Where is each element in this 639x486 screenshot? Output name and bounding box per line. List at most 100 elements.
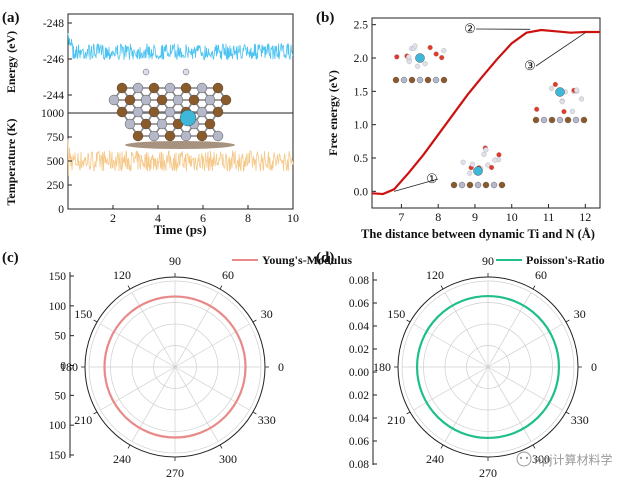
water-atom bbox=[552, 81, 558, 88]
polar-angle-label: 300 bbox=[219, 452, 237, 466]
nitrogen-atom bbox=[132, 106, 144, 118]
carbon-atom bbox=[204, 118, 216, 130]
substrate-atom bbox=[400, 76, 408, 84]
water-atom bbox=[469, 161, 475, 167]
carbon-atom bbox=[132, 130, 144, 142]
nitrogen-atom bbox=[140, 94, 152, 106]
substrate-atom bbox=[548, 116, 556, 124]
water-atom bbox=[467, 170, 473, 176]
substrate-atom bbox=[392, 76, 400, 84]
polar-angle-label: 0 bbox=[278, 360, 284, 374]
titanium-atom bbox=[555, 87, 565, 97]
panel-c-legend-label: Young's-Modulus bbox=[262, 253, 352, 267]
panel-a-ytick-temperature-label: 750 bbox=[47, 132, 65, 144]
polar-spoke bbox=[174, 366, 250, 411]
panel-a-ytick-energy-label: -246 bbox=[43, 54, 64, 66]
annotation-marker: ② bbox=[464, 21, 476, 36]
water-atom bbox=[534, 106, 540, 112]
polar-spoke bbox=[444, 366, 489, 442]
polar-angle-label: 90 bbox=[169, 254, 181, 268]
radial-tick-label: 100 bbox=[49, 420, 67, 432]
panel-a-ytick-temperature-label: 500 bbox=[47, 156, 65, 168]
panel-b-ytick-label: 0.5 bbox=[354, 153, 369, 165]
substrate-atom bbox=[408, 76, 416, 84]
water-atom bbox=[496, 152, 502, 158]
panel-b-xtick-label: 11 bbox=[543, 210, 555, 224]
panel-b-ytick-label: 1.0 bbox=[354, 120, 369, 132]
substrate-atom bbox=[564, 116, 572, 124]
hydrogen-atom bbox=[182, 68, 190, 76]
panel-a-ytick-temperature-label: 0 bbox=[58, 204, 64, 216]
polar-angle-label: 210 bbox=[387, 413, 405, 427]
panel-a-ytick-energy-label: -244 bbox=[43, 90, 64, 102]
carbon-atom bbox=[180, 82, 192, 94]
polar-spoke bbox=[487, 323, 563, 368]
molecular-snapshot-illustrations bbox=[392, 43, 588, 189]
water-atom bbox=[481, 151, 487, 157]
panel-a-xlabel: Time (ps) bbox=[154, 222, 207, 237]
substrate-atom bbox=[474, 181, 482, 189]
water-atom bbox=[415, 63, 421, 69]
carbon-atom bbox=[196, 130, 208, 142]
water-atom bbox=[427, 45, 433, 51]
substrate-atom bbox=[466, 181, 474, 189]
substrate-atom bbox=[490, 181, 498, 189]
radial-tick-label: 0.04 bbox=[349, 413, 369, 425]
polar-angle-tick bbox=[565, 411, 570, 415]
free-energy-curve bbox=[371, 28, 600, 196]
panel-a: (a) 2 4 6 8 10 -248 -246 -244 0 250 500 750 1000 T… bbox=[2, 10, 299, 237]
titanium-atom bbox=[473, 166, 483, 176]
polar-angle-tick bbox=[406, 319, 411, 323]
polar-angle-tick bbox=[127, 444, 131, 449]
titanium-atom bbox=[415, 53, 425, 63]
temperature-series-line bbox=[67, 138, 294, 177]
panel-a-ylabel-energy: Energy (eV) bbox=[4, 31, 18, 93]
substrate-atom bbox=[450, 181, 458, 189]
watermark-text: npj计算材料学 bbox=[534, 452, 613, 467]
polar-angle-tick bbox=[219, 444, 223, 449]
panel-b-xtick-label: 8 bbox=[435, 210, 441, 224]
panel-a-label: (a) bbox=[2, 10, 20, 26]
water-atom bbox=[574, 87, 580, 93]
panel-a-xtick-label: 6 bbox=[200, 211, 206, 225]
radial-tick-label: 0.04 bbox=[349, 321, 369, 333]
substrate-atom bbox=[458, 181, 466, 189]
water-atom bbox=[406, 54, 412, 60]
polar-angle-label: 270 bbox=[166, 466, 184, 480]
water-atom bbox=[489, 164, 495, 171]
polar-angle-label: 210 bbox=[74, 413, 92, 427]
carbon-atom bbox=[188, 94, 200, 106]
panel-c: (c) 150 100 50 0 50 100 150 0 30 60 90 120 150 180 21… bbox=[2, 250, 352, 480]
water-atom bbox=[569, 108, 575, 114]
polar-angle-label: 180 bbox=[60, 360, 78, 374]
polar-angle-label: 330 bbox=[258, 413, 276, 427]
polar-spoke bbox=[131, 292, 176, 368]
nitrogen-atom bbox=[180, 130, 192, 142]
water-atom bbox=[483, 147, 489, 153]
carbon-atom bbox=[212, 106, 224, 118]
panel-a-ytick-energy-label: -248 bbox=[43, 18, 64, 30]
panel-b-xtick-label: 12 bbox=[579, 210, 591, 224]
annotation-marker: ③ bbox=[524, 58, 536, 73]
radial-tick-label: 0.08 bbox=[349, 459, 369, 471]
polar-angle-tick bbox=[440, 285, 444, 290]
polar-angle-label: 30 bbox=[574, 307, 586, 321]
water-atom bbox=[460, 159, 466, 165]
water-atom bbox=[433, 51, 439, 57]
panel-d-label: (d) bbox=[316, 250, 334, 266]
polar-angle-tick bbox=[93, 319, 98, 323]
radial-tick-label: 0.08 bbox=[349, 275, 369, 287]
panel-b-frame bbox=[371, 17, 601, 209]
polar-angle-label: 0 bbox=[591, 360, 597, 374]
water-atom bbox=[394, 54, 400, 60]
polar-angle-label: 60 bbox=[222, 268, 234, 282]
panel-d: (d) 0.08 0.06 0.04 0.02 0.00 0.02 0.04 0.06 0.08… bbox=[316, 250, 605, 480]
polar-spoke bbox=[487, 366, 532, 442]
polar-data-curve bbox=[103, 295, 247, 439]
polar-angle-label: 120 bbox=[113, 268, 131, 282]
panel-a-xtick-label: 8 bbox=[245, 211, 251, 225]
panel-c-label: (c) bbox=[2, 250, 19, 266]
nitrogen-atom bbox=[172, 94, 184, 106]
substrate-atom bbox=[424, 76, 432, 84]
